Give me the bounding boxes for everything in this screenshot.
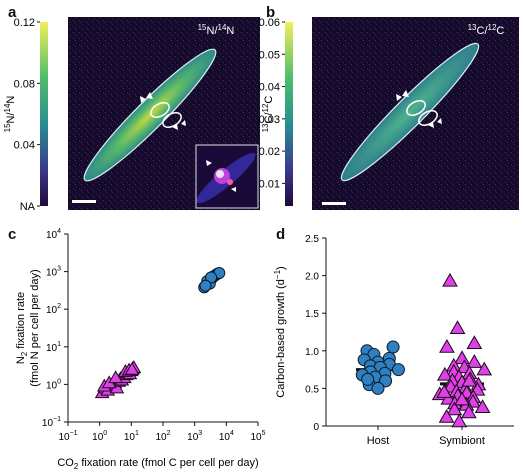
data-point-circle: [199, 279, 212, 292]
data-point-circle: [361, 372, 375, 386]
data-point-triangle: [446, 401, 463, 416]
scale-bar-a: [72, 200, 96, 203]
overlay-label-a: 15N/14N: [198, 23, 235, 37]
data-point-triangle: [124, 361, 140, 375]
chart-c-y-ticks: 10−1 100 101 102 103 104: [42, 228, 68, 429]
data-point-triangle: [466, 335, 483, 350]
y-tick-label: 10−1: [42, 416, 61, 429]
data-point-triangle: [461, 372, 478, 387]
chart-d-x-ticks: Host Symbiont: [367, 426, 485, 447]
y-tick-label: 101: [46, 341, 61, 354]
chart-d-ylabel: Carbon-based growth (d−1): [273, 266, 287, 397]
x-tick-label: 103: [187, 430, 202, 443]
colorbar-tick-label: 0.03: [259, 114, 280, 126]
panel-c-letter: c: [8, 226, 17, 243]
y-tick-label: 103: [46, 266, 61, 279]
y-tick-label: 104: [46, 228, 61, 241]
y-tick-label: 100: [46, 378, 61, 391]
panel-a-letter: a: [8, 4, 17, 21]
data-point-triangle: [476, 361, 493, 376]
colorbar-a-label: 15N/14N: [3, 96, 17, 133]
symbiont-outline-a2: [162, 112, 182, 128]
colorbar-tick-label: 0.02: [259, 146, 280, 158]
y-tick-label: 1.5: [305, 309, 319, 320]
data-point-circle: [391, 363, 405, 377]
symbiont-outline-a1: [150, 102, 170, 118]
y-tick-label: 102: [46, 303, 61, 316]
colorbar-b-label: 13C/12C: [261, 96, 275, 133]
colorbar-tick-label: 0.04: [14, 140, 35, 152]
colorbar-a: [40, 22, 48, 206]
x-tick-label: 102: [155, 430, 170, 443]
x-tick-label: 101: [124, 430, 139, 443]
y-tick-label: 1.0: [305, 347, 319, 358]
colorbar-tick-label: 0.12: [14, 17, 35, 29]
chart-d-marks: [355, 272, 493, 428]
data-point-triangle: [454, 350, 470, 365]
colorbar-tick-label: 0.05: [259, 49, 280, 61]
chart-d: 0 0.5 1.0 1.5 2.0 2.5 Host Symbiont Carbon-bas…: [273, 234, 514, 447]
symbiont-outline-b1: [406, 100, 426, 116]
y-tick-label: 2.5: [305, 234, 319, 245]
diatom-cell-b: [340, 42, 480, 182]
chart-c: 10−1 100 101 102 103 104 105 10−11001011021031…: [15, 228, 266, 471]
colorbar-b: [285, 22, 293, 206]
data-point-circle: [371, 381, 385, 395]
data-point-triangle: [436, 384, 453, 398]
scale-bar-b: [322, 202, 346, 205]
x-tick-label: 10−1: [58, 430, 77, 443]
x-tick-label: Host: [367, 435, 390, 447]
colorbar-a-ticks: 0.12 0.08 0.04 NA: [14, 17, 40, 213]
data-point-triangle: [108, 370, 124, 384]
data-point-triangle: [449, 320, 466, 334]
data-point-triangle: [439, 339, 455, 353]
overlay-label-b: 13C/12C: [468, 23, 505, 37]
x-tick-label: 105: [250, 430, 265, 443]
data-point-triangle: [436, 366, 453, 381]
diatom-cell-a: [83, 48, 217, 182]
chart-c-ylabel-line2: (fmol N per cell per day): [29, 269, 41, 386]
panel-b-letter: b: [266, 4, 276, 21]
data-point-triangle: [442, 272, 458, 287]
colorbar-tick-label: 0.04: [259, 82, 280, 94]
data-point-circle: [386, 340, 400, 354]
data-point-circle: [205, 271, 218, 284]
y-tick-label: 0.5: [305, 384, 319, 395]
colorbar-tick-label: 0.01: [259, 178, 280, 190]
colorbar-tick-label: 0.08: [14, 78, 35, 90]
panel-d-letter: d: [276, 226, 286, 243]
y-tick-label: 2.0: [305, 272, 319, 283]
data-point-triangle: [454, 391, 470, 406]
chart-c-x-ticks: 10−1 100 101 102 103 104 105: [58, 422, 266, 443]
x-tick-label: 100: [92, 430, 107, 443]
symbiont-outline-b2: [418, 110, 438, 126]
data-point-triangle: [460, 404, 477, 419]
chart-d-y-ticks: 0 0.5 1.0 1.5 2.0 2.5: [305, 234, 326, 433]
chart-c-ylabel-line1: N2 fixation rate: [15, 292, 29, 364]
x-tick-label: 104: [219, 430, 234, 443]
colorbar-b-ticks: 0.06 0.05 0.04 0.03 0.02 0.01: [259, 17, 285, 190]
chart-c-xlabel: CO2 fixation rate (fmol C per cell per d…: [57, 457, 258, 471]
y-tick-label: 0: [313, 422, 319, 433]
chart-c-marks: [94, 266, 226, 399]
colorbar-tick-label: NA: [20, 201, 36, 213]
data-point-triangle: [438, 408, 455, 423]
colorbar-tick-label: 0.06: [259, 17, 280, 29]
x-tick-label: Symbiont: [439, 435, 485, 447]
data-point-triangle: [466, 354, 483, 368]
data-point-triangle: [451, 413, 468, 428]
data-point-triangle: [474, 399, 491, 413]
